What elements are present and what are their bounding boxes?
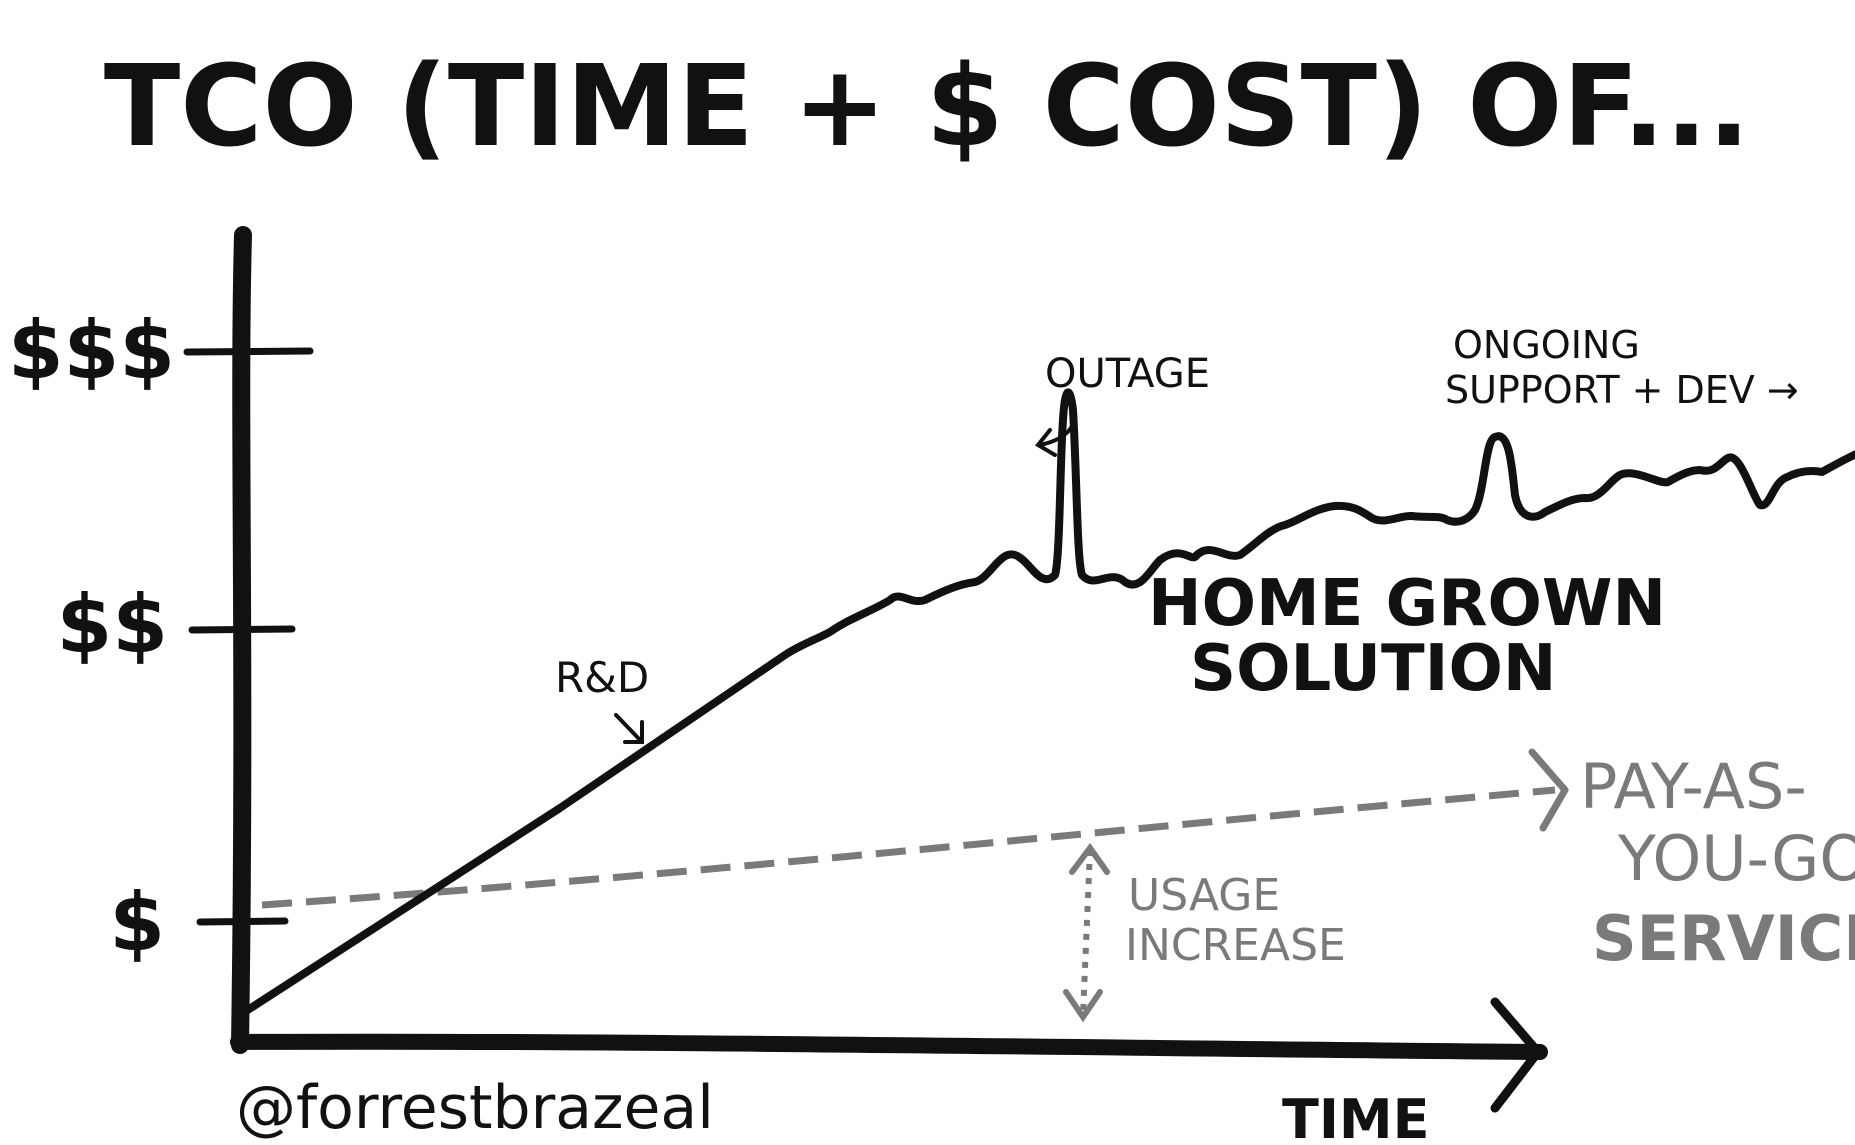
x-axis-arrowhead <box>1490 997 1543 1113</box>
homegrown-label-line2: SOLUTION <box>1190 632 1556 706</box>
homegrown-cost-line <box>236 388 1855 1019</box>
payg-label-line3: SERVICE <box>1592 902 1855 975</box>
ongoing-label-line2: SUPPORT + DEV → <box>1445 368 1799 412</box>
ongoing-label-line1: ONGOING <box>1453 323 1640 367</box>
y-axis <box>231 226 252 1054</box>
rd-arrow <box>614 713 644 744</box>
payg-label-line2: YOU-GO <box>1617 822 1855 895</box>
y-tick-label-high: $$$ <box>8 304 175 397</box>
homegrown-label-line1: HOME GROWN <box>1148 567 1666 641</box>
usage-label-line2: INCREASE <box>1125 920 1346 971</box>
usage-arrowhead-top <box>1069 842 1110 875</box>
outage-label: OUTAGE <box>1045 351 1210 397</box>
y-tick-label-mid: $$ <box>57 578 168 671</box>
usage-increase-arrow <box>1080 849 1093 1016</box>
y-tick-label-low: $ <box>109 876 165 969</box>
usage-label-line1: USAGE <box>1128 870 1280 921</box>
credit-handle: @forrestbrazeal <box>236 1073 714 1143</box>
y-tick-mark-high <box>183 347 314 356</box>
x-axis <box>230 1033 1548 1060</box>
y-tick-mark-low <box>196 917 289 926</box>
y-tick-mark-mid <box>188 625 296 634</box>
x-axis-label: TIME <box>1282 1088 1430 1145</box>
payg-arrowhead <box>1528 748 1569 832</box>
rd-label: R&D <box>555 653 649 702</box>
title: TCO (TIME + $ COST) OF... <box>104 42 1750 172</box>
payg-label-line1: PAY-AS- <box>1580 750 1807 823</box>
payg-cost-line <box>261 786 1556 909</box>
outage-arrow <box>1034 411 1077 457</box>
usage-arrowhead-bottom <box>1063 989 1103 1023</box>
